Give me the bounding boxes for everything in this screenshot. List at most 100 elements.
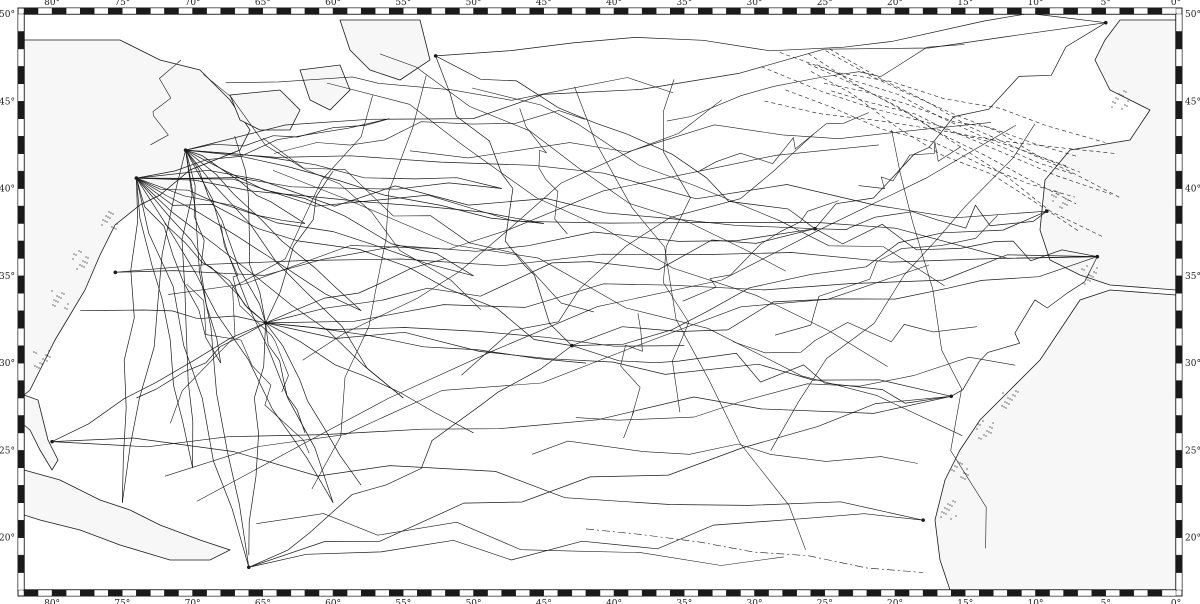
ship-track	[575, 356, 1016, 421]
frame-graduation-bottom	[192, 589, 207, 597]
coast-stipple	[961, 463, 963, 465]
ship-track	[248, 395, 952, 568]
frame-graduation-left	[17, 135, 25, 154]
coast-stipple	[107, 216, 109, 218]
frame-graduation-top	[1035, 7, 1050, 15]
ship-track	[186, 283, 310, 454]
frame-graduation-bottom	[459, 589, 474, 597]
ship-track	[831, 90, 1076, 175]
ship-track	[814, 22, 1106, 229]
coast-stipple	[38, 367, 40, 369]
frame-graduation-right	[1175, 310, 1183, 329]
coast-stipple	[1014, 395, 1016, 397]
coast-stipple	[110, 212, 112, 214]
coast-stipple	[85, 256, 87, 258]
ship-track	[302, 99, 722, 361]
coast-stipple	[1090, 275, 1092, 277]
frame-graduation-right	[1175, 118, 1183, 137]
coast-stipple	[1059, 206, 1061, 208]
ship-track	[858, 141, 962, 189]
coastline	[23, 469, 232, 561]
frame-graduation-bottom	[23, 589, 39, 597]
coastline	[299, 64, 351, 111]
frame-graduation-top	[290, 7, 306, 15]
boston-hub-dot	[183, 148, 188, 152]
frame-graduation-bottom	[613, 589, 629, 597]
frame-graduation-top	[262, 7, 278, 15]
canaries-hub-dot	[949, 394, 954, 399]
coast-stipple	[1004, 401, 1006, 403]
frame-graduation-top	[136, 7, 151, 15]
coast-stipple	[1115, 97, 1117, 99]
frame-graduation-top	[796, 7, 811, 15]
ship-track	[248, 345, 573, 568]
coast-stipple	[951, 469, 953, 471]
ship-track	[785, 89, 1075, 198]
coastline	[23, 394, 59, 471]
lisbon-hub-dot	[1044, 209, 1049, 214]
frame-graduation-top	[726, 7, 741, 15]
coast-stipple	[64, 307, 66, 309]
frame-graduation-top	[304, 7, 320, 15]
coast-stipple	[39, 362, 41, 364]
ship-track	[531, 440, 918, 464]
frame-graduation-right	[1175, 31, 1183, 50]
frame-graduation-bottom	[1161, 589, 1177, 597]
ship-track	[571, 210, 1047, 346]
frame-graduation-right	[1175, 48, 1183, 67]
coast-stipple	[66, 308, 68, 310]
ship-track	[519, 108, 568, 235]
map-frame	[17, 7, 1183, 597]
coast-stipple	[1008, 403, 1010, 405]
frame-graduation-bottom	[108, 589, 123, 597]
longitude-label-top: 15°	[957, 0, 973, 8]
frame-graduation-left	[17, 275, 25, 294]
coast-stipple	[1127, 100, 1129, 102]
ship-track	[136, 177, 1098, 259]
longitude-label-top: 35°	[676, 0, 692, 8]
frame-graduation-bottom	[1007, 589, 1022, 597]
ship-track	[409, 122, 992, 159]
coast-stipple	[111, 226, 113, 228]
ship-track	[150, 59, 182, 146]
frame-graduation-left	[17, 485, 25, 503]
coastline-layer	[23, 19, 1177, 591]
frame-graduation-bottom	[332, 589, 348, 597]
ship-track	[265, 322, 362, 486]
coast-stipple	[1061, 207, 1063, 209]
cape-hatteras-hub-dot	[113, 270, 118, 275]
frame-graduation-left	[17, 240, 25, 259]
frame-graduation-bottom	[94, 589, 109, 597]
frame-graduation-top	[318, 7, 334, 15]
ship-track	[136, 169, 815, 230]
longitude-label-top: 55°	[395, 0, 411, 8]
frame-graduation-top	[908, 7, 924, 15]
ship-track	[185, 149, 1047, 219]
coast-stipple	[55, 300, 57, 302]
frame-graduation-right	[1175, 153, 1183, 172]
frame-graduation-top	[641, 7, 657, 15]
ship-track	[435, 55, 816, 229]
longitude-label-bottom: 5°	[1101, 599, 1111, 604]
frame-graduation-left	[17, 345, 25, 364]
frame-graduation-top	[403, 7, 418, 15]
coast-stipple	[53, 299, 55, 301]
coast-stipple	[991, 427, 993, 429]
ship-track	[52, 437, 924, 521]
latitude-label-left: 25°	[0, 446, 15, 456]
coast-stipple	[1007, 397, 1009, 399]
coast-stipple	[1087, 279, 1089, 281]
ship-track	[764, 100, 1116, 154]
coast-stipple	[983, 434, 985, 436]
coast-stipple	[87, 257, 89, 259]
frame-graduation-bottom	[473, 589, 488, 597]
coast-stipple	[1058, 192, 1060, 194]
frame-graduation-bottom	[304, 589, 320, 597]
coast-stipple	[109, 217, 111, 219]
longitude-label-bottom: 40°	[606, 599, 622, 604]
frame-graduation-top	[880, 7, 896, 15]
longitude-label-bottom: 45°	[536, 599, 552, 604]
ship-track	[774, 215, 998, 336]
sargasso-hub-dot	[570, 343, 574, 348]
